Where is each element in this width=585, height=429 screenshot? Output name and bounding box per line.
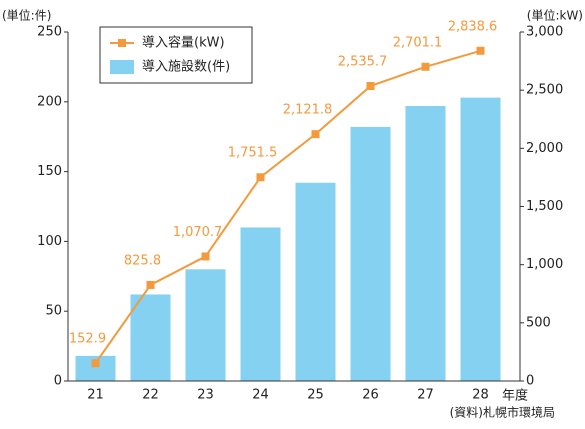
y2-tick-label: 500 [526, 315, 551, 330]
data-label: 1,751.5 [228, 146, 278, 161]
data-label: 152.9 [69, 332, 106, 347]
y-tick-label: 50 [45, 304, 62, 319]
bar [350, 126, 391, 381]
y2-axis-label: (単位:kW) [527, 8, 583, 23]
line [94, 49, 481, 364]
bar [405, 105, 446, 381]
bar [295, 182, 336, 381]
y2-tick-label: 1,000 [526, 257, 563, 272]
x-tick-label: 28 [472, 388, 489, 403]
line-point [146, 280, 155, 289]
x-tick-label: 22 [142, 388, 159, 403]
y2-tick-label: 2,500 [526, 83, 563, 98]
y-tick-label: 0 [54, 374, 62, 389]
x-tick-label: 23 [197, 388, 214, 403]
line-point [366, 82, 375, 91]
bar [240, 227, 281, 381]
x-tick-label: 25 [307, 388, 324, 403]
bar [460, 97, 501, 381]
line-point [256, 173, 265, 182]
x-tick-label: 27 [417, 388, 434, 403]
data-label: 2,838.6 [448, 19, 498, 34]
y-axis-label: (単位:件) [2, 8, 51, 23]
bar [185, 269, 226, 381]
x-axis-label: 年度 [502, 388, 528, 404]
legend-label: 導入容量(kW) [142, 35, 225, 51]
line-point [421, 62, 430, 71]
source: (資料)札幌市環境局 [450, 405, 555, 420]
data-label: 1,070.7 [173, 225, 223, 240]
x-tick-label: 24 [252, 388, 269, 403]
line-point [476, 46, 485, 55]
y-tick-label: 250 [37, 25, 62, 40]
y-tick-label: 150 [37, 164, 62, 179]
line-point [201, 252, 210, 261]
y-tick-label: 100 [37, 234, 62, 249]
bar [130, 294, 171, 381]
y2-tick-label: 2,000 [526, 141, 563, 156]
x-tick-label: 26 [362, 388, 379, 403]
y2-tick-label: 3,000 [526, 25, 563, 40]
legend-swatch [110, 60, 134, 74]
y2-tick-label: 1,500 [526, 199, 563, 214]
legend-label: 導入施設数(件) [142, 59, 230, 75]
data-label: 2,121.8 [283, 103, 333, 118]
data-label: 2,535.7 [338, 55, 388, 70]
legend-marker [118, 39, 126, 47]
line-point [311, 130, 320, 139]
data-label: 2,701.1 [393, 35, 443, 50]
y2-tick-label: 0 [526, 374, 534, 389]
x-tick-label: 21 [87, 388, 104, 403]
line-point [91, 359, 100, 368]
data-label: 825.8 [124, 253, 161, 268]
y-tick-label: 200 [37, 94, 62, 109]
